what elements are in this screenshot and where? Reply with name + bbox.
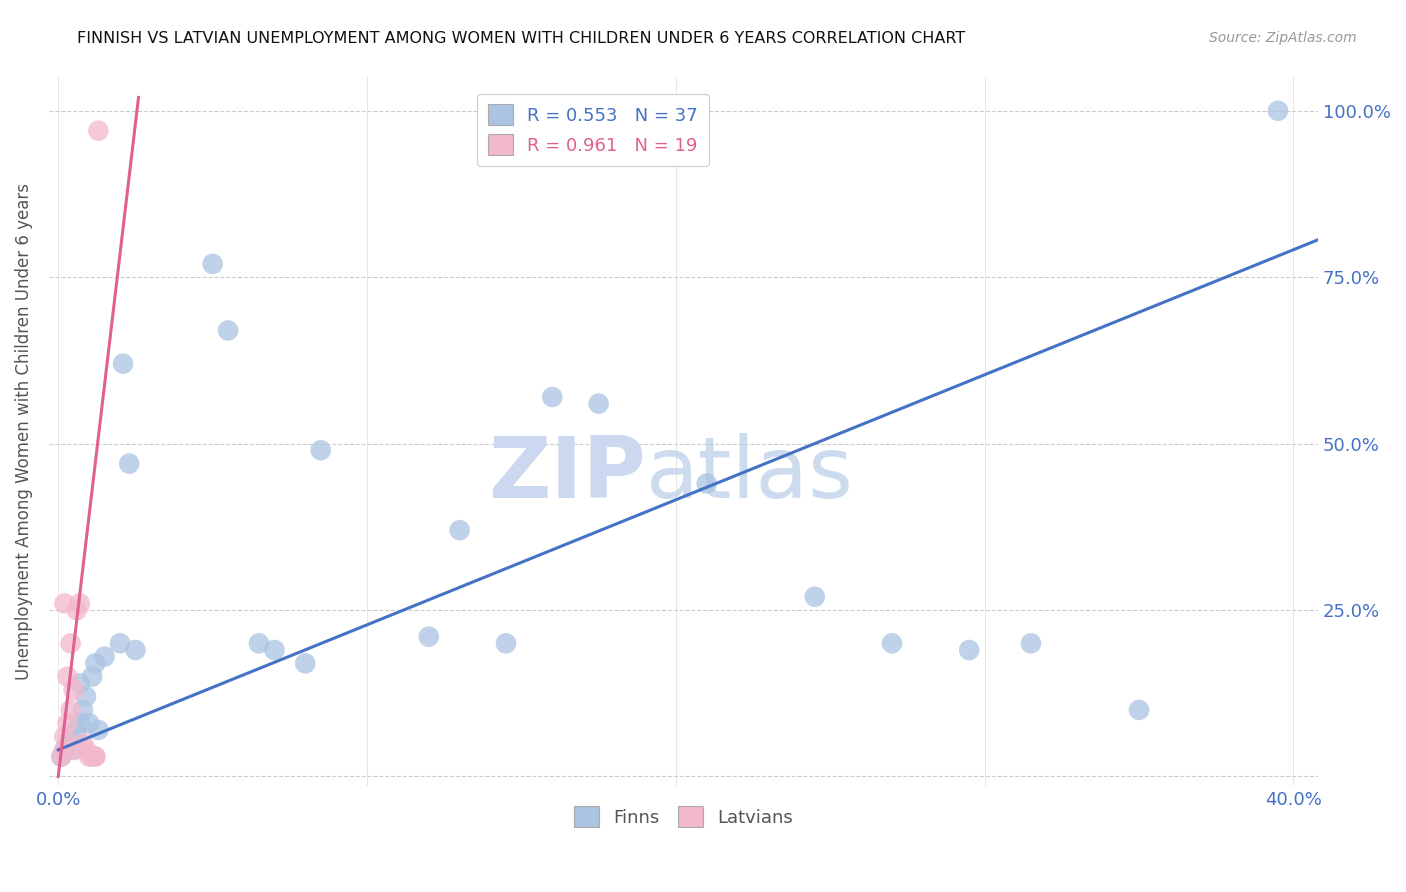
Point: [804, 590, 827, 604]
Point: [87, 124, 110, 138]
Point: [59, 636, 82, 650]
Point: [56, 670, 79, 684]
Point: [217, 323, 239, 337]
Point: [53, 743, 76, 757]
Point: [72, 736, 94, 750]
Point: [69, 716, 91, 731]
Point: [124, 643, 146, 657]
Point: [108, 636, 131, 650]
Point: [957, 643, 980, 657]
Point: [53, 730, 76, 744]
Point: [56, 716, 79, 731]
Text: Source: ZipAtlas.com: Source: ZipAtlas.com: [1209, 31, 1357, 45]
Point: [62, 743, 84, 757]
Point: [62, 682, 84, 697]
Point: [77, 749, 100, 764]
Point: [84, 749, 107, 764]
Point: [53, 596, 76, 610]
Point: [696, 476, 718, 491]
Point: [495, 636, 517, 650]
Point: [294, 657, 316, 671]
Point: [247, 636, 270, 650]
Point: [69, 596, 91, 610]
Point: [1128, 703, 1150, 717]
Point: [541, 390, 564, 404]
Point: [75, 690, 97, 704]
Point: [84, 749, 107, 764]
Point: [69, 676, 91, 690]
Point: [87, 723, 110, 737]
Legend: Finns, Latvians: Finns, Latvians: [567, 799, 800, 834]
Point: [53, 743, 76, 757]
Point: [880, 636, 903, 650]
Point: [62, 743, 84, 757]
Point: [112, 357, 135, 371]
Y-axis label: Unemployment Among Women with Children Under 6 years: Unemployment Among Women with Children U…: [15, 184, 32, 681]
Text: ZIP: ZIP: [488, 433, 645, 516]
Point: [201, 257, 224, 271]
Text: FINNISH VS LATVIAN UNEMPLOYMENT AMONG WOMEN WITH CHILDREN UNDER 6 YEARS CORRELAT: FINNISH VS LATVIAN UNEMPLOYMENT AMONG WO…: [77, 31, 966, 46]
Point: [82, 749, 104, 764]
Point: [309, 443, 332, 458]
Point: [66, 603, 89, 617]
Point: [51, 749, 73, 764]
Point: [56, 736, 79, 750]
Point: [66, 723, 89, 737]
Point: [77, 716, 100, 731]
Point: [1267, 103, 1289, 118]
Point: [82, 670, 104, 684]
Point: [59, 730, 82, 744]
Text: atlas: atlas: [645, 433, 853, 516]
Point: [449, 523, 471, 537]
Point: [59, 703, 82, 717]
Point: [51, 749, 73, 764]
Point: [93, 649, 115, 664]
Point: [72, 703, 94, 717]
Point: [118, 457, 141, 471]
Point: [418, 630, 440, 644]
Point: [588, 397, 610, 411]
Point: [263, 643, 285, 657]
Point: [1019, 636, 1042, 650]
Point: [75, 743, 97, 757]
Point: [84, 657, 107, 671]
